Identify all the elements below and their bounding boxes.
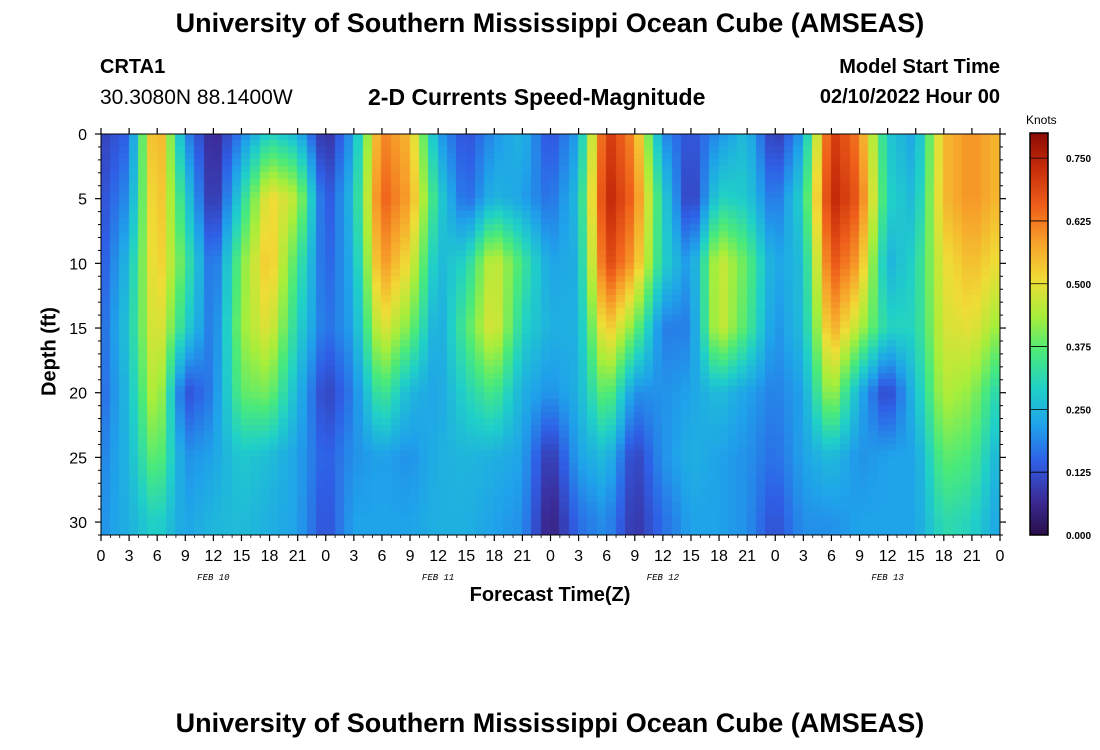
footer-title: University of Southern Mississippi Ocean… (175, 708, 925, 738)
day-label: FEB 12 (647, 573, 680, 583)
y-tick-label: 20 (69, 386, 87, 403)
x-tick-label: 21 (963, 548, 981, 565)
x-tick-label: 6 (153, 548, 162, 565)
day-label: FEB 11 (422, 573, 454, 583)
x-tick-label: 0 (321, 548, 330, 565)
current-speed-heatmap (101, 134, 1000, 535)
x-tick-label: 18 (485, 548, 503, 565)
x-tick-label: 3 (125, 548, 134, 565)
colorbar-tick-label: 0.625 (1066, 217, 1091, 228)
colorbar-tick-label: 0.500 (1066, 280, 1091, 291)
y-tick-label: 25 (69, 450, 87, 467)
colorbar-tick-label: 0.250 (1066, 405, 1091, 416)
x-tick-label: 6 (602, 548, 611, 565)
x-tick-label: 9 (855, 548, 864, 565)
model-start-label: Model Start Time (839, 56, 1000, 78)
x-tick-label: 0 (97, 548, 106, 565)
colorbar: 0.000 0.125 0.250 0.375 0.500 0.625 0.750 (1029, 132, 1091, 542)
x-tick-label: 9 (630, 548, 639, 565)
x-tick-label: 15 (457, 548, 475, 565)
chart-subtitle: 2-D Currents Speed-Magnitude (368, 84, 706, 110)
x-tick-label: 0 (546, 548, 555, 565)
chart-title: University of Southern Mississippi Ocean… (175, 8, 925, 38)
x-tick-label: 6 (377, 548, 386, 565)
x-tick-label: 21 (514, 548, 532, 565)
x-tick-label: 3 (574, 548, 583, 565)
x-axis-label: Forecast Time(Z) (469, 584, 631, 606)
colorbar-tick-label: 0.750 (1066, 154, 1091, 165)
x-tick-label: 15 (682, 548, 700, 565)
colorbar-scale (1029, 132, 1049, 536)
day-label: FEB 10 (197, 573, 230, 583)
x-tick-label: 12 (204, 548, 222, 565)
x-tick-label: 0 (996, 548, 1005, 565)
y-tick-label: 30 (69, 515, 87, 532)
x-tick-label: 9 (406, 548, 415, 565)
station-id: CRTA1 (100, 56, 166, 78)
y-tick-label: 15 (69, 321, 87, 338)
y-axis-label: Depth (ft) (38, 307, 61, 396)
day-label: FEB 13 (871, 573, 904, 583)
x-tick-label: 12 (879, 548, 897, 565)
x-tick-label: 21 (738, 548, 756, 565)
colorbar-tick-label: 0.000 (1066, 531, 1091, 542)
colorbar-title: Knots (1026, 113, 1057, 127)
station-coords: 30.3080N 88.1400W (100, 86, 293, 109)
colorbar-tick-label: 0.125 (1066, 468, 1091, 479)
x-tick-label: 15 (233, 548, 251, 565)
x-tick-label: 0 (771, 548, 780, 565)
y-tick-label: 10 (69, 256, 87, 273)
x-tick-label: 12 (654, 548, 672, 565)
x-tick-label: 15 (907, 548, 925, 565)
y-tick-label: 0 (78, 127, 87, 144)
model-start-value: 02/10/2022 Hour 00 (819, 86, 1000, 108)
x-tick-label: 3 (799, 548, 808, 565)
colorbar-tick-label: 0.375 (1066, 343, 1091, 354)
x-tick-label: 21 (289, 548, 307, 565)
x-tick-label: 9 (181, 548, 190, 565)
plot-frame (100, 133, 1001, 536)
x-tick-label: 12 (429, 548, 447, 565)
x-tick-label: 18 (935, 548, 953, 565)
x-tick-label: 18 (261, 548, 279, 565)
x-tick-label: 6 (827, 548, 836, 565)
x-tick-label: 18 (710, 548, 728, 565)
x-tick-label: 3 (349, 548, 358, 565)
y-tick-label: 5 (78, 192, 87, 209)
